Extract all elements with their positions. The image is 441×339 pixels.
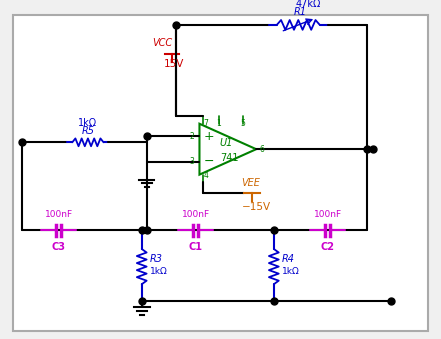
Text: 100nF: 100nF [182,210,209,219]
Text: 1kΩ: 1kΩ [282,267,299,276]
Text: VEE: VEE [241,178,260,188]
Text: 7: 7 [203,119,208,128]
Text: −15V: −15V [242,202,271,212]
Text: 6: 6 [259,145,264,154]
Text: R1: R1 [294,7,307,17]
Text: R4: R4 [282,254,295,264]
Text: 3: 3 [190,157,194,166]
Text: 741: 741 [220,153,239,163]
Text: 100nF: 100nF [45,210,73,219]
Text: +: + [204,130,215,143]
Text: R5: R5 [82,125,94,136]
Text: −: − [204,155,214,168]
Text: 5: 5 [240,119,245,128]
Text: 15V: 15V [164,59,184,69]
Text: 1kΩ: 1kΩ [149,267,167,276]
Text: U1: U1 [219,138,232,148]
Text: C3: C3 [52,242,66,252]
Text: VCC: VCC [152,38,172,47]
Text: 1: 1 [217,119,221,128]
Text: 47kΩ: 47kΩ [295,0,321,9]
Text: 2: 2 [190,132,194,141]
Text: 100nF: 100nF [314,210,342,219]
Text: R3: R3 [149,254,163,264]
Text: C2: C2 [321,242,335,252]
FancyBboxPatch shape [13,15,428,331]
Text: 1kΩ: 1kΩ [78,118,97,128]
Text: 4: 4 [203,171,208,180]
Text: C1: C1 [189,242,202,252]
